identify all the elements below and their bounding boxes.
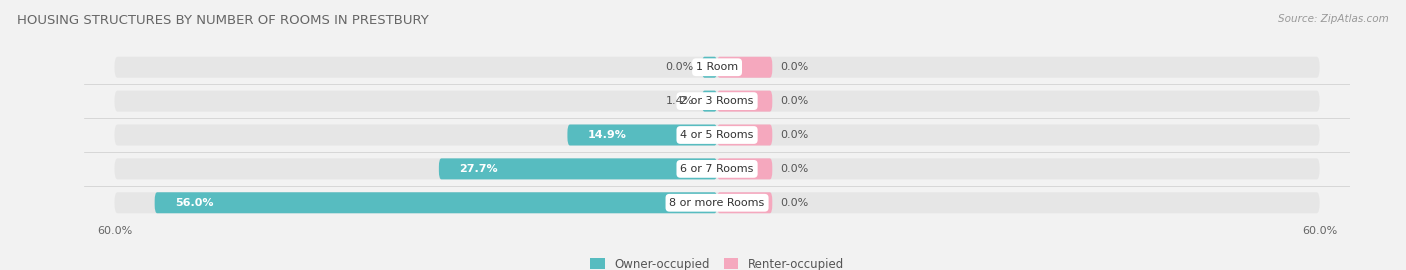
FancyBboxPatch shape — [114, 192, 1320, 213]
Text: 1.4%: 1.4% — [665, 96, 695, 106]
Text: Source: ZipAtlas.com: Source: ZipAtlas.com — [1278, 14, 1389, 23]
FancyBboxPatch shape — [717, 158, 772, 179]
FancyBboxPatch shape — [114, 57, 1320, 78]
FancyBboxPatch shape — [717, 124, 772, 146]
FancyBboxPatch shape — [114, 158, 1320, 179]
FancyBboxPatch shape — [702, 91, 717, 112]
Text: 56.0%: 56.0% — [174, 198, 214, 208]
FancyBboxPatch shape — [717, 91, 772, 112]
Text: 8 or more Rooms: 8 or more Rooms — [669, 198, 765, 208]
Text: 27.7%: 27.7% — [458, 164, 498, 174]
Text: 6 or 7 Rooms: 6 or 7 Rooms — [681, 164, 754, 174]
Text: 2 or 3 Rooms: 2 or 3 Rooms — [681, 96, 754, 106]
Text: 1 Room: 1 Room — [696, 62, 738, 72]
Text: 4 or 5 Rooms: 4 or 5 Rooms — [681, 130, 754, 140]
FancyBboxPatch shape — [439, 158, 717, 179]
FancyBboxPatch shape — [702, 57, 717, 78]
FancyBboxPatch shape — [717, 192, 772, 213]
Legend: Owner-occupied, Renter-occupied: Owner-occupied, Renter-occupied — [591, 258, 844, 270]
Text: 0.0%: 0.0% — [780, 198, 808, 208]
Text: 0.0%: 0.0% — [780, 62, 808, 72]
Text: 14.9%: 14.9% — [588, 130, 627, 140]
Text: 0.0%: 0.0% — [780, 164, 808, 174]
FancyBboxPatch shape — [114, 91, 1320, 112]
FancyBboxPatch shape — [717, 57, 772, 78]
FancyBboxPatch shape — [568, 124, 717, 146]
Text: 0.0%: 0.0% — [780, 96, 808, 106]
FancyBboxPatch shape — [155, 192, 717, 213]
Text: HOUSING STRUCTURES BY NUMBER OF ROOMS IN PRESTBURY: HOUSING STRUCTURES BY NUMBER OF ROOMS IN… — [17, 14, 429, 26]
Text: 0.0%: 0.0% — [665, 62, 695, 72]
FancyBboxPatch shape — [114, 124, 1320, 146]
Text: 0.0%: 0.0% — [780, 130, 808, 140]
